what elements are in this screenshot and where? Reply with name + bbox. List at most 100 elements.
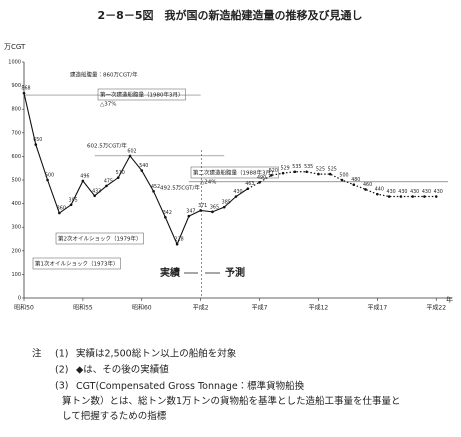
value-label: 480 xyxy=(351,177,360,183)
data-point xyxy=(211,210,214,214)
value-label: 430 xyxy=(233,189,242,195)
data-point xyxy=(258,181,261,184)
data-point xyxy=(164,215,167,219)
notes-label: 注 xyxy=(32,348,42,360)
data-point xyxy=(270,173,273,177)
x-tick-label: 平成12 xyxy=(309,304,329,312)
x-tick-label: 昭和55 xyxy=(73,304,93,312)
data-point xyxy=(140,169,144,172)
phase-label: 実績 xyxy=(160,266,181,279)
data-point xyxy=(411,195,414,198)
data-point xyxy=(399,195,403,198)
data-point xyxy=(58,211,61,215)
value-label: 430 xyxy=(387,189,396,195)
data-point xyxy=(305,170,308,174)
y-tick-label: 100 xyxy=(11,272,21,278)
value-label: 529 xyxy=(281,166,290,172)
y-tick-label: 300 xyxy=(11,225,21,231)
note-number: (3) xyxy=(55,381,68,392)
annotation: 第2次オイルショック（1979年） xyxy=(58,235,142,243)
data-point xyxy=(376,192,379,196)
series-line xyxy=(23,93,249,246)
y-tick-label: 0 xyxy=(18,296,21,302)
value-label: 535 xyxy=(292,164,301,170)
data-point xyxy=(116,176,120,179)
note-text: 実績は2,500総トン以上の船舶を対象 xyxy=(76,348,237,360)
data-point xyxy=(434,195,438,198)
data-point xyxy=(293,170,297,174)
data-point xyxy=(22,91,26,95)
value-label: 463 xyxy=(245,181,254,187)
data-point xyxy=(69,203,73,207)
value-label: 520 xyxy=(269,168,278,174)
value-label: 395 xyxy=(69,197,78,203)
data-point xyxy=(81,179,85,183)
annotation-box xyxy=(190,166,279,179)
data-point xyxy=(328,172,332,176)
value-label: 500 xyxy=(45,173,54,179)
annotation: 第一次建造船腹量（1980年3月） xyxy=(100,91,184,99)
data-point xyxy=(340,178,344,182)
chart-title: 2－8－5図 我が国の新造船建造量の推移及び見通し xyxy=(98,8,363,22)
value-label: 430 xyxy=(434,189,443,195)
reference-label: 602.5万CGT/年 xyxy=(87,142,127,150)
data-point xyxy=(187,214,191,218)
data-point xyxy=(387,195,391,198)
value-label: 360 xyxy=(57,206,66,212)
annotation: △37% xyxy=(100,102,116,108)
series-line xyxy=(247,171,437,198)
reference-label: 492.5万CGT/年 xyxy=(160,184,200,192)
data-point xyxy=(152,190,155,193)
y-tick-label: 1000 xyxy=(8,60,21,66)
value-label: 475 xyxy=(104,178,113,184)
value-label: 430 xyxy=(410,189,419,195)
data-point xyxy=(352,183,356,187)
x-tick-label: 平成22 xyxy=(426,304,446,312)
data-point xyxy=(34,143,38,146)
value-label: 525 xyxy=(328,167,337,173)
value-label: 365 xyxy=(210,204,219,210)
x-unit: 年 xyxy=(446,295,453,304)
value-label: 342 xyxy=(163,210,172,216)
annotation-box xyxy=(55,232,144,245)
annotation: 第二次建造船腹量（1988年3月） xyxy=(193,169,277,177)
data-point xyxy=(364,188,367,191)
data-point xyxy=(222,205,226,209)
value-label: 868 xyxy=(21,86,30,92)
value-label: 535 xyxy=(304,164,313,170)
value-label: 452 xyxy=(151,184,160,190)
value-label: 347 xyxy=(186,209,195,215)
value-label: 371 xyxy=(198,203,207,209)
value-label: 496 xyxy=(80,173,89,179)
data-point xyxy=(423,195,426,198)
x-tick-label: 平成2 xyxy=(193,304,209,312)
y-tick-label: 400 xyxy=(11,201,21,207)
y-tick-label: 200 xyxy=(11,248,21,254)
x-tick-label: 平成7 xyxy=(252,304,268,312)
data-point xyxy=(234,195,238,198)
value-label: 500 xyxy=(339,173,348,179)
data-point xyxy=(317,172,320,176)
value-label: 440 xyxy=(375,187,384,193)
data-point xyxy=(128,154,132,158)
value-label: 510 xyxy=(116,170,125,176)
value-label: 430 xyxy=(422,189,431,195)
value-label: 433 xyxy=(92,188,101,194)
value-label: 525 xyxy=(316,167,325,173)
data-point xyxy=(46,178,49,182)
annotation: 第1次オイルショック（1973年） xyxy=(35,260,119,268)
data-point xyxy=(175,242,179,246)
reference-label: 建造船腹量：860万CGT/年 xyxy=(70,71,138,79)
annotation: △24% xyxy=(200,180,216,186)
value-label: 460 xyxy=(363,182,372,188)
data-point xyxy=(93,194,96,198)
value-label: 228 xyxy=(175,237,184,243)
y-tick-label: 900 xyxy=(11,83,21,89)
value-label: 430 xyxy=(398,189,407,195)
value-label: 385 xyxy=(222,200,231,206)
note-text: ◆は、その後の実績値 xyxy=(76,364,169,376)
data-point xyxy=(199,209,202,212)
x-tick-label: 平成17 xyxy=(368,304,388,312)
